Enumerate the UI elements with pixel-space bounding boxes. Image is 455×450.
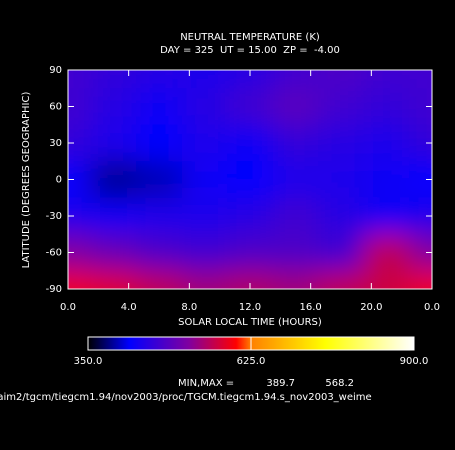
heat-cell [68,70,92,89]
heat-cell [363,161,410,199]
heat-cell [90,161,137,199]
heat-cell [409,197,432,235]
max-value: 568.2 [325,378,354,389]
y-tick-label: -60 [46,248,62,259]
x-tick-label: 4.0 [121,302,137,313]
heat-cell [272,234,319,272]
heat-cell [136,197,183,235]
heat-cell [272,70,319,89]
heat-cell [363,197,410,235]
heat-cell [318,197,365,235]
heat-cell [136,270,183,289]
y-tick-label: 60 [49,102,62,113]
heat-cell [409,70,432,89]
heat-cell [363,124,410,162]
heat-cell [272,197,319,235]
heat-cell [68,124,92,162]
heat-cell [136,88,183,126]
min-value: 389.7 [266,378,295,389]
heat-cell [409,88,432,126]
x-tick-label: 16.0 [300,302,322,313]
heat-cell [181,161,228,199]
colorbar-tick-label: 350.0 [74,356,103,367]
heat-cell [409,234,432,272]
heat-cell [409,124,432,162]
heat-cell [318,161,365,199]
x-tick-label: 0.0 [424,302,440,313]
heat-cell [68,88,92,126]
heat-cell [318,88,365,126]
heat-cell [318,124,365,162]
heat-cell [90,124,137,162]
heat-cell [272,88,319,126]
heat-cell [90,197,137,235]
heat-cell [136,161,183,199]
heat-cell [90,88,137,126]
heat-cell [227,161,274,199]
heat-cell [136,70,183,89]
heat-cell [68,161,92,199]
min-max-label: MIN,MAX = [178,378,234,389]
heat-cell [181,70,228,89]
heat-cell [181,197,228,235]
heat-cell [227,197,274,235]
y-tick-label: 90 [49,65,62,76]
x-axis-label: SOLAR LOCAL TIME (HOURS) [178,317,322,328]
colorbar-tick-label: 625.0 [237,356,266,367]
heat-cell [318,234,365,272]
heat-cell [181,88,228,126]
heat-cell [318,70,365,89]
heat-cell [90,234,137,272]
x-tick-label: 0.0 [60,302,76,313]
heat-cell [227,124,274,162]
heat-cell [181,124,228,162]
chart-subtitle: DAY = 325 UT = 15.00 ZP = -4.00 [160,45,340,56]
heat-cell [90,270,137,289]
heat-cell [227,234,274,272]
x-tick-label: 8.0 [181,302,197,313]
heat-cell [363,88,410,126]
heat-cell [181,270,228,289]
file-path: /aim2/tgcm/tiegcm1.94/nov2003/proc/TGCM.… [0,392,372,403]
heat-cell [363,234,410,272]
heat-cell [181,234,228,272]
colorbar-tick-label: 900.0 [400,356,429,367]
heat-cell [136,124,183,162]
heat-cell [227,70,274,89]
heat-cell [318,270,365,289]
heat-cell [90,70,137,89]
y-tick-label: -30 [46,211,62,222]
y-tick-label: 0 [56,175,62,186]
heat-cell [68,197,92,235]
heat-cell [409,161,432,199]
heatmap [68,70,432,289]
y-axis-label: LATITUDE (DEGREES GEOGRAPHIC) [21,92,32,269]
x-tick-label: 12.0 [239,302,261,313]
heat-cell [68,270,92,289]
y-tick-label: 30 [49,138,62,149]
heat-cell [363,270,410,289]
heat-cell [136,234,183,272]
x-tick-label: 20.0 [360,302,382,313]
heat-cell [272,270,319,289]
heat-cell [227,270,274,289]
heat-cell [68,234,92,272]
heat-cell [409,270,432,289]
heat-cell [227,88,274,126]
heat-cell [272,124,319,162]
heat-cell [363,70,410,89]
chart-title: NEUTRAL TEMPERATURE (K) [180,32,320,43]
y-tick-label: -90 [46,284,62,295]
heat-cell [272,161,319,199]
